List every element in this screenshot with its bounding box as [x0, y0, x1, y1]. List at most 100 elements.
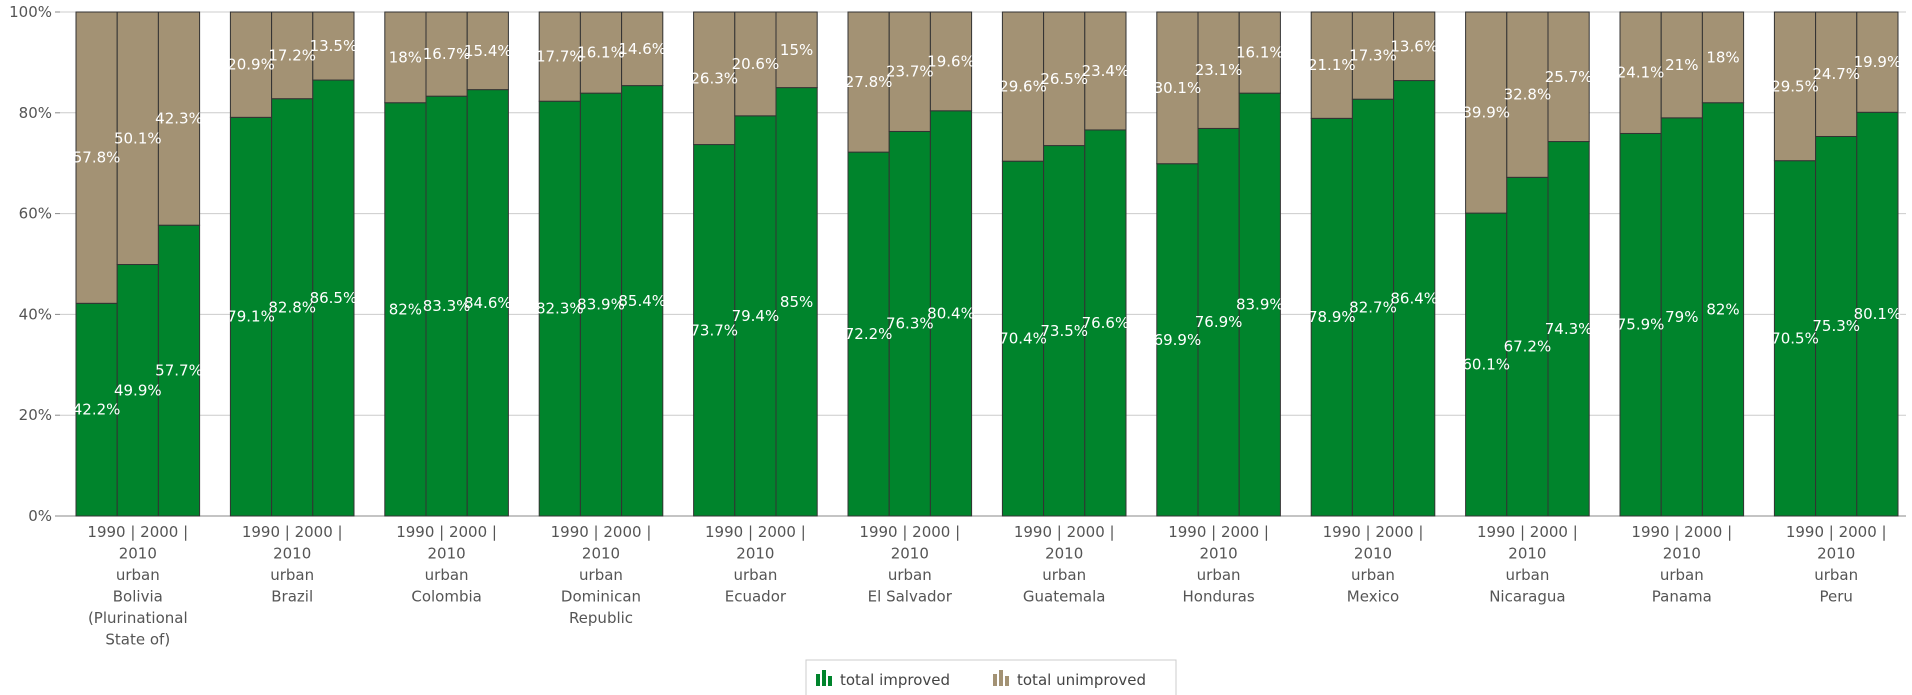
bar-improved[interactable]: [157, 224, 201, 517]
data-label-unimproved: 23.7%: [886, 63, 934, 81]
data-label-unimproved: 19.6%: [927, 52, 975, 70]
data-label-improved: 76.9%: [1195, 313, 1243, 331]
bar-unimproved[interactable]: [1197, 11, 1240, 129]
x-category-label: 1990 | 2000 | 2010 urban Guatemala: [1014, 523, 1115, 606]
data-label-unimproved: 50.1%: [114, 129, 162, 147]
bar-unimproved[interactable]: [157, 11, 201, 226]
data-label-unimproved: 14.6%: [618, 40, 666, 58]
bar-unimproved[interactable]: [621, 11, 664, 87]
data-label-unimproved: 13.6%: [1390, 37, 1438, 55]
bar-unimproved[interactable]: [538, 11, 581, 102]
bar-unimproved[interactable]: [775, 11, 818, 89]
data-label-unimproved: 17.3%: [1349, 47, 1397, 65]
data-label-unimproved: 32.8%: [1504, 86, 1552, 104]
bar-improved[interactable]: [1660, 117, 1703, 517]
legend-label[interactable]: total improved: [840, 671, 950, 689]
bar-improved[interactable]: [312, 79, 355, 517]
unimproved-bar-icon: [993, 670, 1009, 686]
data-label-unimproved: 20.6%: [732, 55, 780, 73]
bar-unimproved[interactable]: [116, 11, 159, 266]
data-label-improved: 83.9%: [1236, 296, 1284, 314]
bar-improved[interactable]: [229, 116, 273, 517]
data-label-improved: 83.9%: [577, 296, 625, 314]
legend-label[interactable]: total unimproved: [1017, 671, 1146, 689]
bar-improved[interactable]: [1856, 111, 1899, 517]
data-label-improved: 82.8%: [268, 298, 316, 316]
bar-improved[interactable]: [75, 302, 118, 517]
bar-unimproved[interactable]: [425, 11, 468, 97]
bar-unimproved[interactable]: [1856, 11, 1899, 113]
legend[interactable]: total improved total unimproved: [805, 659, 1177, 695]
bar-unimproved[interactable]: [1001, 11, 1045, 162]
bar-improved[interactable]: [1084, 129, 1127, 517]
data-label-improved: 57.7%: [155, 362, 203, 380]
data-label-unimproved: 18%: [389, 48, 422, 66]
bar-unimproved[interactable]: [1815, 11, 1858, 137]
x-category-label: 1990 | 2000 | 2010 urban Brazil: [242, 523, 343, 606]
bar-improved[interactable]: [775, 87, 818, 517]
data-label-unimproved: 26.3%: [690, 69, 738, 87]
bar-unimproved[interactable]: [312, 11, 355, 81]
data-label-improved: 76.6%: [1082, 314, 1130, 332]
bar-improved[interactable]: [621, 85, 664, 517]
data-label-improved: 70.4%: [999, 330, 1047, 348]
bar-improved[interactable]: [579, 92, 623, 517]
y-tick-label: 80%: [19, 104, 52, 122]
bar-unimproved[interactable]: [579, 11, 623, 94]
data-label-improved: 86.5%: [310, 289, 358, 307]
bar-unimproved[interactable]: [1084, 11, 1127, 131]
bar-unimproved[interactable]: [1351, 11, 1395, 100]
y-tick-label: 100%: [9, 3, 52, 21]
legend-box: [805, 659, 1177, 695]
data-label-unimproved: 16.7%: [423, 45, 471, 63]
bar-unimproved[interactable]: [1506, 11, 1549, 178]
bar-unimproved[interactable]: [1701, 11, 1745, 104]
data-label-improved: 76.3%: [886, 315, 934, 333]
x-category-label: 1990 | 2000 | 2010 urban Colombia: [396, 523, 497, 606]
bar-unimproved[interactable]: [847, 11, 890, 153]
bar-unimproved[interactable]: [75, 11, 118, 304]
data-label-improved: 79%: [1665, 308, 1698, 326]
data-label-improved: 82%: [389, 300, 422, 318]
bar-unimproved[interactable]: [271, 11, 314, 100]
bar-improved[interactable]: [466, 89, 509, 517]
data-label-unimproved: 19.9%: [1854, 53, 1902, 71]
bar-unimproved[interactable]: [1660, 11, 1703, 119]
bar-unimproved[interactable]: [1773, 11, 1817, 162]
x-category-label: 1990 | 2000 | 2010 urban Peru: [1786, 523, 1887, 606]
bar-improved[interactable]: [888, 130, 931, 517]
bar-improved[interactable]: [425, 95, 468, 517]
bar-unimproved[interactable]: [384, 11, 427, 104]
bar-unimproved[interactable]: [929, 11, 973, 112]
x-axis: 1990 | 2000 | 2010 urban Bolivia (Plurinatio…: [87, 523, 1886, 649]
bar-unimproved[interactable]: [1043, 11, 1086, 147]
data-label-improved: 74.3%: [1545, 320, 1593, 338]
data-label-unimproved: 39.9%: [1462, 104, 1510, 122]
bar-improved[interactable]: [1197, 127, 1240, 517]
data-label-unimproved: 29.5%: [1771, 77, 1819, 95]
data-label-unimproved: 29.6%: [999, 78, 1047, 96]
bar-improved[interactable]: [1506, 176, 1549, 517]
bar-improved[interactable]: [734, 115, 777, 517]
bar-unimproved[interactable]: [466, 11, 509, 91]
bar-improved[interactable]: [847, 151, 890, 517]
bar-improved[interactable]: [1701, 102, 1745, 517]
bar-improved[interactable]: [1238, 92, 1281, 517]
data-label-improved: 79.4%: [732, 307, 780, 325]
bar-unimproved[interactable]: [693, 11, 736, 146]
bar-unimproved[interactable]: [1238, 11, 1281, 94]
data-label-unimproved: 21.1%: [1308, 56, 1356, 74]
bar-improved[interactable]: [1619, 132, 1662, 517]
x-category-label: 1990 | 2000 | 2010 urban El Salvador: [859, 523, 960, 606]
bar-improved[interactable]: [1001, 160, 1045, 517]
data-label-improved: 78.9%: [1308, 308, 1356, 326]
bar-unimproved[interactable]: [1393, 11, 1436, 82]
bar-unimproved[interactable]: [1547, 11, 1590, 143]
data-label-unimproved: 17.7%: [536, 48, 584, 66]
bar-unimproved[interactable]: [1156, 11, 1199, 165]
bar-unimproved[interactable]: [1310, 11, 1353, 119]
bar-improved[interactable]: [384, 102, 427, 517]
bar-improved[interactable]: [1393, 80, 1436, 517]
bar-improved[interactable]: [1773, 160, 1817, 517]
